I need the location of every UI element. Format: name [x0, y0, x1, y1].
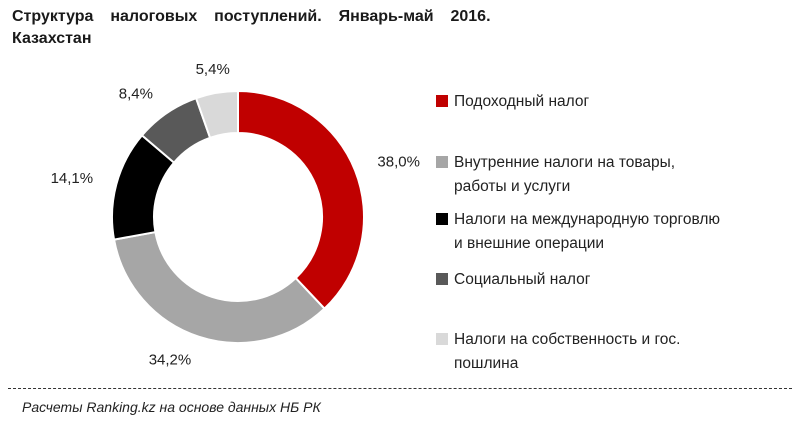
donut-slice-income-tax	[237, 89, 365, 311]
chart-title: Структура налоговых поступлений. Январь-…	[12, 8, 491, 47]
source-note: Расчеты Ranking.kz на основе данных НБ Р…	[22, 399, 321, 415]
legend-label: Внутренние налоги на товары, работы и усл…	[454, 154, 676, 195]
legend-swatch	[436, 156, 448, 168]
legend-item-property-tax: Налоги на собственность и гос. пошлина	[436, 328, 680, 376]
divider	[8, 388, 792, 389]
legend-label: Подоходный налог	[454, 93, 590, 110]
legend-label: Налоги на собственность и гос. пошлина	[454, 331, 681, 372]
donut-slice-domestic-goods-tax	[112, 230, 326, 344]
data-label-income-tax: 38,0%	[377, 154, 420, 171]
legend-item-trade-tax: Налоги на международную торговлю и внешни…	[436, 208, 720, 256]
legend-swatch	[436, 213, 448, 225]
legend-label: Налоги на международную торговлю и внешни…	[454, 211, 721, 252]
data-label-trade-tax: 14,1%	[51, 170, 94, 187]
legend-item-income-tax: Подоходный налог	[436, 90, 589, 114]
donut-slice-property-tax	[194, 89, 239, 140]
legend-item-social-tax: Социальный налог	[436, 268, 590, 292]
data-label-domestic-goods-tax: 34,2%	[149, 352, 192, 369]
legend-item-domestic-goods-tax: Внутренние налоги на товары, работы и усл…	[436, 151, 675, 199]
legend-swatch	[436, 273, 448, 285]
legend-label: Социальный налог	[454, 271, 591, 288]
data-label-social-tax: 8,4%	[119, 85, 153, 102]
legend-swatch	[436, 95, 448, 107]
legend-swatch	[436, 333, 448, 345]
data-label-property-tax: 5,4%	[196, 61, 230, 78]
